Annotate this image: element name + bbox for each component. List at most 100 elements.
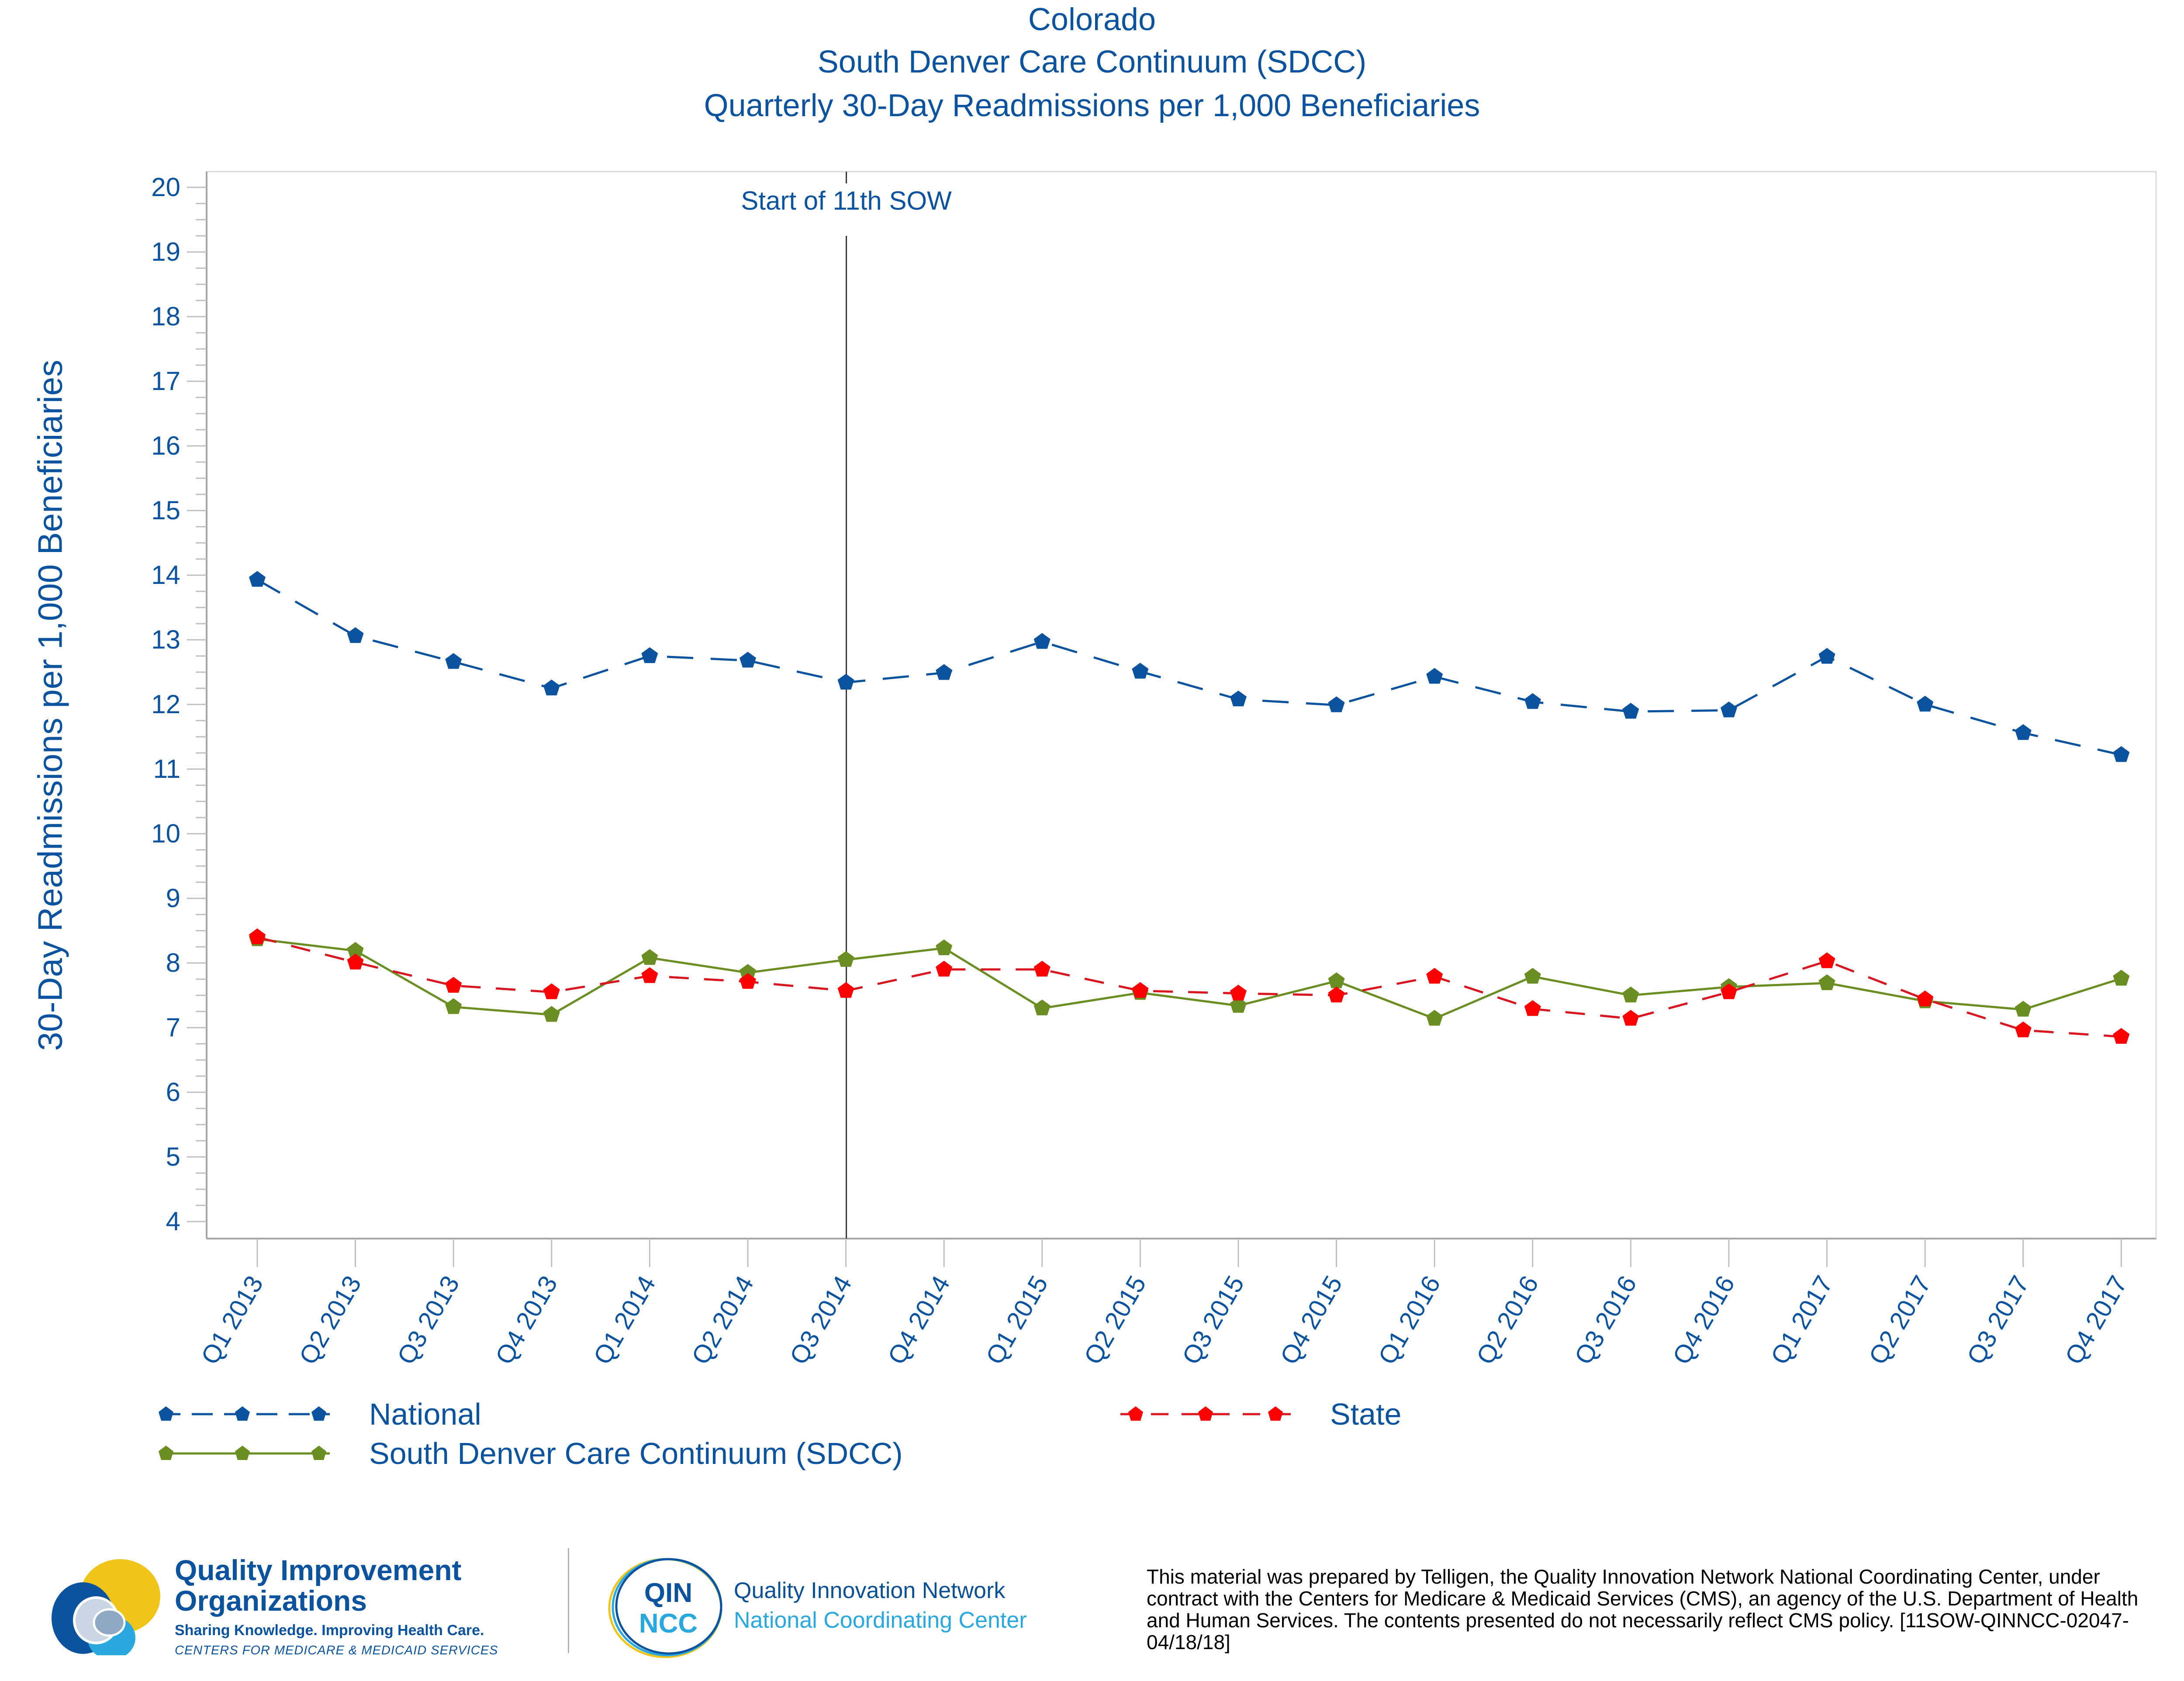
data-point-sdcc (641, 949, 658, 965)
y-tick-label: 19 (151, 237, 180, 266)
pentagon-marker-icon (159, 1446, 173, 1460)
legend-label-national: National (369, 1397, 481, 1431)
data-point-national (1426, 668, 1443, 684)
y-tick-label: 5 (166, 1142, 180, 1171)
data-point-state (347, 953, 364, 970)
x-tick-label: Q4 2016 (1667, 1271, 1741, 1369)
pentagon-marker-icon (1198, 1406, 1213, 1421)
y-tick-label: 17 (151, 366, 180, 396)
legend-label-state: State (1330, 1397, 1402, 1431)
y-tick-label: 9 (166, 884, 180, 913)
legend-symbol-sdcc (159, 1446, 330, 1460)
plot-area-border (206, 171, 2157, 1239)
x-tick-label: Q4 2014 (882, 1271, 956, 1369)
chart-title-state: Colorado (1028, 2, 1156, 37)
data-point-state (1132, 982, 1149, 998)
sow-reference-label: Start of 11th SOW (741, 186, 952, 215)
x-tick-label: Q1 2014 (588, 1271, 661, 1369)
data-point-national (347, 627, 364, 643)
x-tick-label: Q2 2015 (1078, 1271, 1152, 1369)
x-tick-label: Q4 2015 (1275, 1271, 1348, 1369)
data-point-state (740, 973, 756, 989)
qio-title-line-1: Quality Improvement (175, 1554, 462, 1586)
y-tick-label: 8 (166, 948, 180, 977)
data-point-national (2015, 724, 2032, 740)
data-point-sdcc (2015, 1001, 2032, 1017)
legend-item-state: State (1116, 1395, 1401, 1434)
x-tick-label: Q1 2013 (196, 1271, 269, 1369)
data-point-state (1917, 990, 1934, 1007)
qio-title-line-2: Organizations (175, 1584, 367, 1617)
data-point-sdcc (1033, 999, 1051, 1015)
series-sdcc (249, 930, 2130, 1026)
y-tick-label: 15 (151, 496, 180, 525)
data-point-state (445, 977, 462, 993)
data-point-national (543, 680, 560, 696)
x-tick-label: Q3 2015 (1177, 1271, 1250, 1369)
chart-title-measure: Quarterly 30-Day Readmissions per 1,000 … (704, 88, 1480, 123)
data-point-national (1622, 703, 1639, 719)
pentagon-marker-icon (235, 1406, 250, 1421)
legend-item-sdcc: South Denver Care Continuum (SDCC) (155, 1434, 903, 1473)
y-tick-label: 13 (151, 625, 180, 654)
series-line-sdcc (257, 938, 2122, 1020)
y-tick-label: 12 (151, 690, 180, 719)
axes: 4 5 6 7 8 9 10 11 12 13 14 15 16 17 18 19 20 Q1 2013 Q2 20… (151, 171, 2157, 1369)
disclaimer-text: This material was prepared by Telligen, … (1147, 1565, 2139, 1653)
data-point-national (936, 664, 953, 680)
pentagon-marker-icon (235, 1446, 250, 1460)
pentagon-marker-icon (311, 1406, 326, 1421)
x-tick-label: Q1 2017 (1765, 1271, 1838, 1369)
pentagon-marker-icon (1268, 1406, 1283, 1421)
data-point-state (641, 967, 658, 983)
pentagon-marker-icon (1128, 1406, 1143, 1421)
data-point-state (1524, 1000, 1541, 1016)
qio-circles-icon (52, 1559, 160, 1655)
x-tick-label: Q3 2017 (1962, 1271, 2035, 1369)
data-point-national (1328, 696, 1345, 712)
qio-tagline: Sharing Knowledge. Improving Health Care… (175, 1622, 484, 1639)
y-tick-label: 7 (166, 1013, 180, 1042)
data-point-state (543, 983, 560, 999)
data-point-national (249, 571, 266, 587)
legend-item-national: National (155, 1395, 481, 1434)
data-point-national (1132, 663, 1149, 679)
y-tick-label: 18 (151, 302, 180, 331)
x-tick-label: Q4 2013 (490, 1271, 563, 1369)
data-point-state (1426, 968, 1443, 984)
chart-title-organization: South Denver Care Continuum (SDCC) (817, 45, 1367, 79)
y-tick-label: 11 (153, 754, 180, 784)
x-tick-label: Q2 2014 (686, 1271, 760, 1369)
data-point-national (641, 647, 658, 663)
data-point-sdcc (543, 1006, 560, 1022)
data-point-national (2113, 746, 2130, 762)
data-point-sdcc (2113, 970, 2130, 986)
legend-symbol-state (1120, 1406, 1291, 1421)
reference-lines: Start of 11th SOW (741, 172, 952, 1239)
data-point-national (1721, 701, 1737, 718)
qio-cms-text: CENTERS FOR MEDICARE & MEDICAID SERVICES (175, 1643, 498, 1657)
data-point-state (1721, 983, 1737, 999)
pentagon-marker-icon (311, 1446, 326, 1460)
data-point-state (249, 928, 266, 944)
footer-divider (568, 1548, 569, 1653)
data-point-national (1033, 633, 1051, 649)
legend-label-sdcc: South Denver Care Continuum (SDCC) (369, 1436, 903, 1470)
data-point-state (837, 982, 854, 998)
x-tick-label: Q2 2017 (1863, 1271, 1937, 1369)
series-line-state (257, 936, 2122, 1038)
x-tick-label: Q3 2016 (1569, 1271, 1642, 1369)
ncc-badge-text: NCC (639, 1609, 698, 1639)
data-point-national (837, 673, 854, 690)
y-tick-label: 6 (166, 1077, 180, 1107)
data-point-sdcc (1426, 1010, 1443, 1026)
x-tick-label: Q2 2016 (1471, 1271, 1545, 1369)
data-point-sdcc (1328, 972, 1345, 988)
data-point-state (2015, 1021, 2032, 1038)
y-tick-label: 20 (151, 173, 180, 202)
data-point-sdcc (837, 951, 854, 967)
data-point-national (1917, 696, 1934, 712)
x-tick-label: Q3 2013 (392, 1271, 465, 1369)
data-point-national (445, 653, 462, 669)
